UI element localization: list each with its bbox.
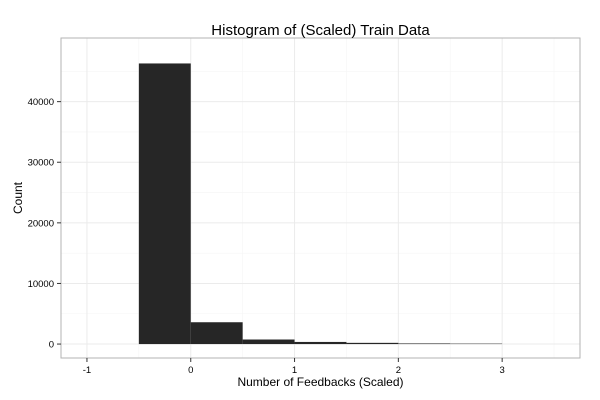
y-axis-ticks: 0 10000 20000 30000 40000 (28, 97, 61, 351)
x-tick-label: 1 (292, 365, 297, 376)
histogram-bar-4 (294, 341, 347, 345)
y-tick-label: 20000 (28, 218, 54, 229)
histogram-bar-5 (346, 342, 399, 345)
chart-title: Histogram of (Scaled) Train Data (211, 22, 430, 39)
histogram-bars (138, 63, 503, 345)
y-tick-label: 40000 (28, 97, 54, 108)
x-axis-title: Number of Feedbacks (Scaled) (237, 375, 403, 389)
histogram-bar-6 (398, 343, 451, 345)
x-tick-label: -1 (83, 365, 91, 376)
histogram-bar-3 (242, 339, 295, 345)
x-tick-label: 0 (188, 365, 193, 376)
y-axis-title: Count (11, 181, 25, 214)
x-axis-ticks: -1 0 1 2 3 (83, 358, 505, 376)
x-tick-label: 2 (396, 365, 401, 376)
y-tick-label: 30000 (28, 158, 54, 169)
histogram-bar-1 (138, 63, 191, 345)
y-tick-label: 10000 (28, 279, 54, 290)
y-tick-label: 0 (49, 340, 54, 351)
histogram-bar-2 (190, 322, 243, 345)
plot-panel-border (60, 37, 581, 359)
x-tick-label: 3 (500, 365, 505, 376)
